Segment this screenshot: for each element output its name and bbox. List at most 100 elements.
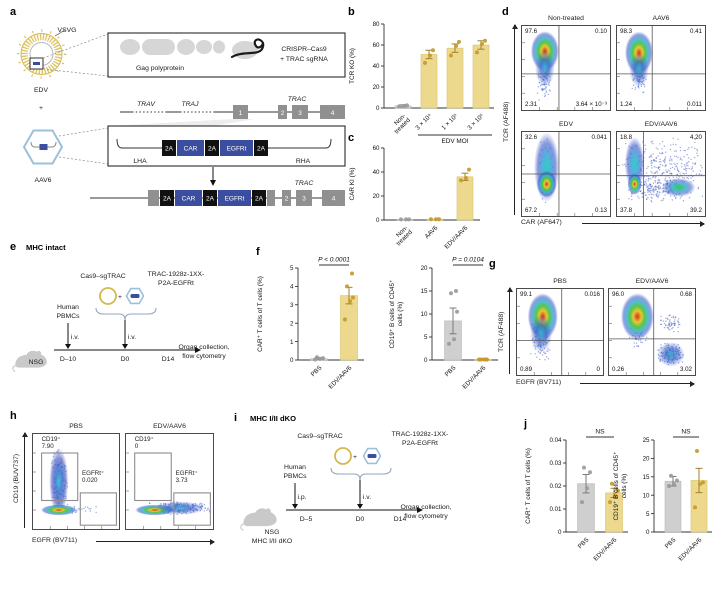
- trac-locus-track: TRAV TRAJ TRAC 1 2 3 4: [120, 96, 345, 119]
- mouse-icon: [12, 350, 47, 373]
- svg-text:15: 15: [421, 288, 428, 295]
- svg-text:3: 3: [290, 302, 294, 309]
- car-axis-arrow: [582, 220, 705, 227]
- car-axis-label: CAR (AF647): [521, 219, 562, 226]
- lha-label: LHA: [133, 158, 147, 165]
- panel-a-label: a: [10, 6, 17, 18]
- flow-plot-svg: [522, 132, 610, 216]
- data-dot: [452, 337, 456, 342]
- quadrant-value-br: 3.02: [679, 366, 692, 373]
- data-dot: [402, 103, 406, 108]
- svg-text:CAR: CAR: [184, 146, 198, 153]
- edv-label: EDV: [34, 87, 48, 94]
- zoom-connector-lines: [42, 33, 109, 165]
- quadrant-value-bl: 67.2: [525, 207, 538, 214]
- cd19-b-cells-chart: CD19⁺ B cells of CD45⁺ cells (%) 0 5 10 15 20 P…: [388, 252, 516, 407]
- gate: [79, 492, 117, 526]
- svg-text:EDV/AAV6: EDV/AAV6: [327, 364, 353, 390]
- data-dot: [407, 217, 411, 222]
- tcr-ko-chart: TCR KO (%) 0 20 40 60 80 Non-treated 3 × 10⁴ 1 ×…: [344, 14, 496, 151]
- data-dot: [454, 289, 458, 293]
- quadrant-value-tl: 32.6: [525, 134, 538, 141]
- cell-population: [657, 341, 685, 367]
- panel-i-diagram: Cas9–sgTRAC TRAC-1928z-1XX- P2A-EGFRt + …: [240, 431, 452, 545]
- panel-h-label: h: [10, 410, 17, 422]
- flow-plot-edv-aav6: EDV/AAV6 96.0 0.68 0.26 3.02: [608, 278, 696, 376]
- human-pbmcs-label-1: Human: [284, 464, 306, 471]
- vsvg-label: VSVG: [58, 27, 77, 34]
- panel-b-label: b: [348, 6, 355, 18]
- cell-population: [49, 448, 69, 515]
- svg-text:5: 5: [424, 334, 428, 341]
- svg-text:2A: 2A: [208, 146, 217, 153]
- tcr-axis-label: TCR (AF488): [503, 101, 510, 142]
- data-dot: [449, 53, 453, 58]
- human-pbmcs-label-2: PBMCs: [283, 473, 307, 480]
- timepoint-d5: D–5: [300, 516, 313, 523]
- timepoint-d10: D–10: [60, 356, 76, 363]
- svg-text:60: 60: [373, 42, 380, 49]
- timepoint-d14: D14: [394, 516, 407, 523]
- car-t-cells-dko-chart: CAR⁺ T cells of T cells (%) 0 0.01 0.02 0.03…: [520, 424, 648, 579]
- svg-text:20: 20: [373, 84, 380, 91]
- cell-population: [535, 49, 555, 87]
- integration-arrow: [210, 167, 216, 186]
- panel-c-label: c: [348, 132, 355, 144]
- svg-text:PBS: PBS: [310, 364, 324, 378]
- traj-label: TRAJ: [182, 101, 200, 108]
- svg-text:0: 0: [290, 357, 294, 364]
- data-dot: [613, 493, 617, 498]
- bar-chart-svg: CAR⁺ T cells of T cells (%) 0 0.01 0.02 0.03…: [525, 429, 628, 562]
- cell-population: [536, 170, 557, 198]
- svg-text:EDV/AAV6: EDV/AAV6: [677, 536, 703, 562]
- flow-plot-title: EDV/AAV6: [644, 121, 678, 128]
- data-dot: [475, 50, 479, 55]
- flow-plot-title: Non-treated: [548, 15, 584, 22]
- data-dot: [484, 357, 488, 362]
- bar: [472, 44, 490, 109]
- route-iv-1: i.v.: [71, 334, 79, 341]
- egfr-axis-label: EGFR (BV711): [32, 537, 78, 544]
- data-dot: [695, 449, 699, 454]
- cell-population: [154, 501, 205, 515]
- quadrant-value-tr: 4.20: [689, 134, 702, 141]
- quadrant-value-tr: 0.041: [591, 134, 607, 141]
- crispr-label-2: + TRAC sgRNA: [280, 56, 328, 63]
- quadrant-value-tl: 97.6: [525, 28, 538, 35]
- edv-virion-icon: [16, 29, 67, 79]
- data-dot: [321, 356, 325, 361]
- svg-text:0: 0: [646, 529, 650, 536]
- sgrna-icon: [230, 38, 265, 59]
- data-dot: [399, 217, 403, 222]
- svg-text:Non-treated: Non-treated: [391, 224, 414, 247]
- svg-text:CAR KI (%): CAR KI (%): [349, 167, 356, 200]
- panel-e-diagram: Cas9–sgTRAC TRAC-1928z-1XX- P2A-EGFRt + …: [12, 271, 230, 373]
- integrated-locus-track: 2A CAR 2A EGFRt 2A 2 3 4 TRAC: [90, 180, 345, 206]
- data-dot: [428, 53, 432, 58]
- bar: [340, 295, 358, 361]
- flow-plot-pbs: PBS 99.1 0.016 0.89 0: [516, 278, 604, 376]
- data-dot: [608, 500, 612, 505]
- flow-plot-svg: [617, 26, 705, 110]
- svg-text:20: 20: [421, 265, 428, 272]
- flow-plot-edv-aav6: EDV/AAV6 18.8 4.20 37.8 39.2: [616, 121, 706, 217]
- data-dot: [404, 217, 408, 222]
- data-dot: [343, 317, 347, 322]
- data-dot: [693, 505, 697, 510]
- data-dot: [431, 48, 435, 53]
- svg-text:PBS: PBS: [664, 536, 678, 550]
- data-dot: [315, 355, 319, 360]
- human-pbmcs-label-2: PBMCs: [56, 313, 80, 320]
- timepoint-d14: D14: [162, 356, 175, 363]
- svg-text:1: 1: [290, 339, 294, 346]
- outcome-label-2: flow cytometry: [182, 353, 226, 360]
- bar: [446, 47, 464, 109]
- svg-text:P = 0.0104: P = 0.0104: [452, 257, 484, 264]
- gate-label: CD19⁺ 7.90: [41, 435, 61, 450]
- cell-population: [661, 178, 696, 197]
- flow-plot-svg: [33, 448, 117, 529]
- svg-text:3: 3: [302, 196, 306, 203]
- bar: [456, 176, 474, 221]
- flow-plot-edv-aav6: EDV/AAV6 CD19⁺ 0 EGFRt⁺ 3.73: [125, 423, 214, 530]
- data-dot: [449, 291, 453, 296]
